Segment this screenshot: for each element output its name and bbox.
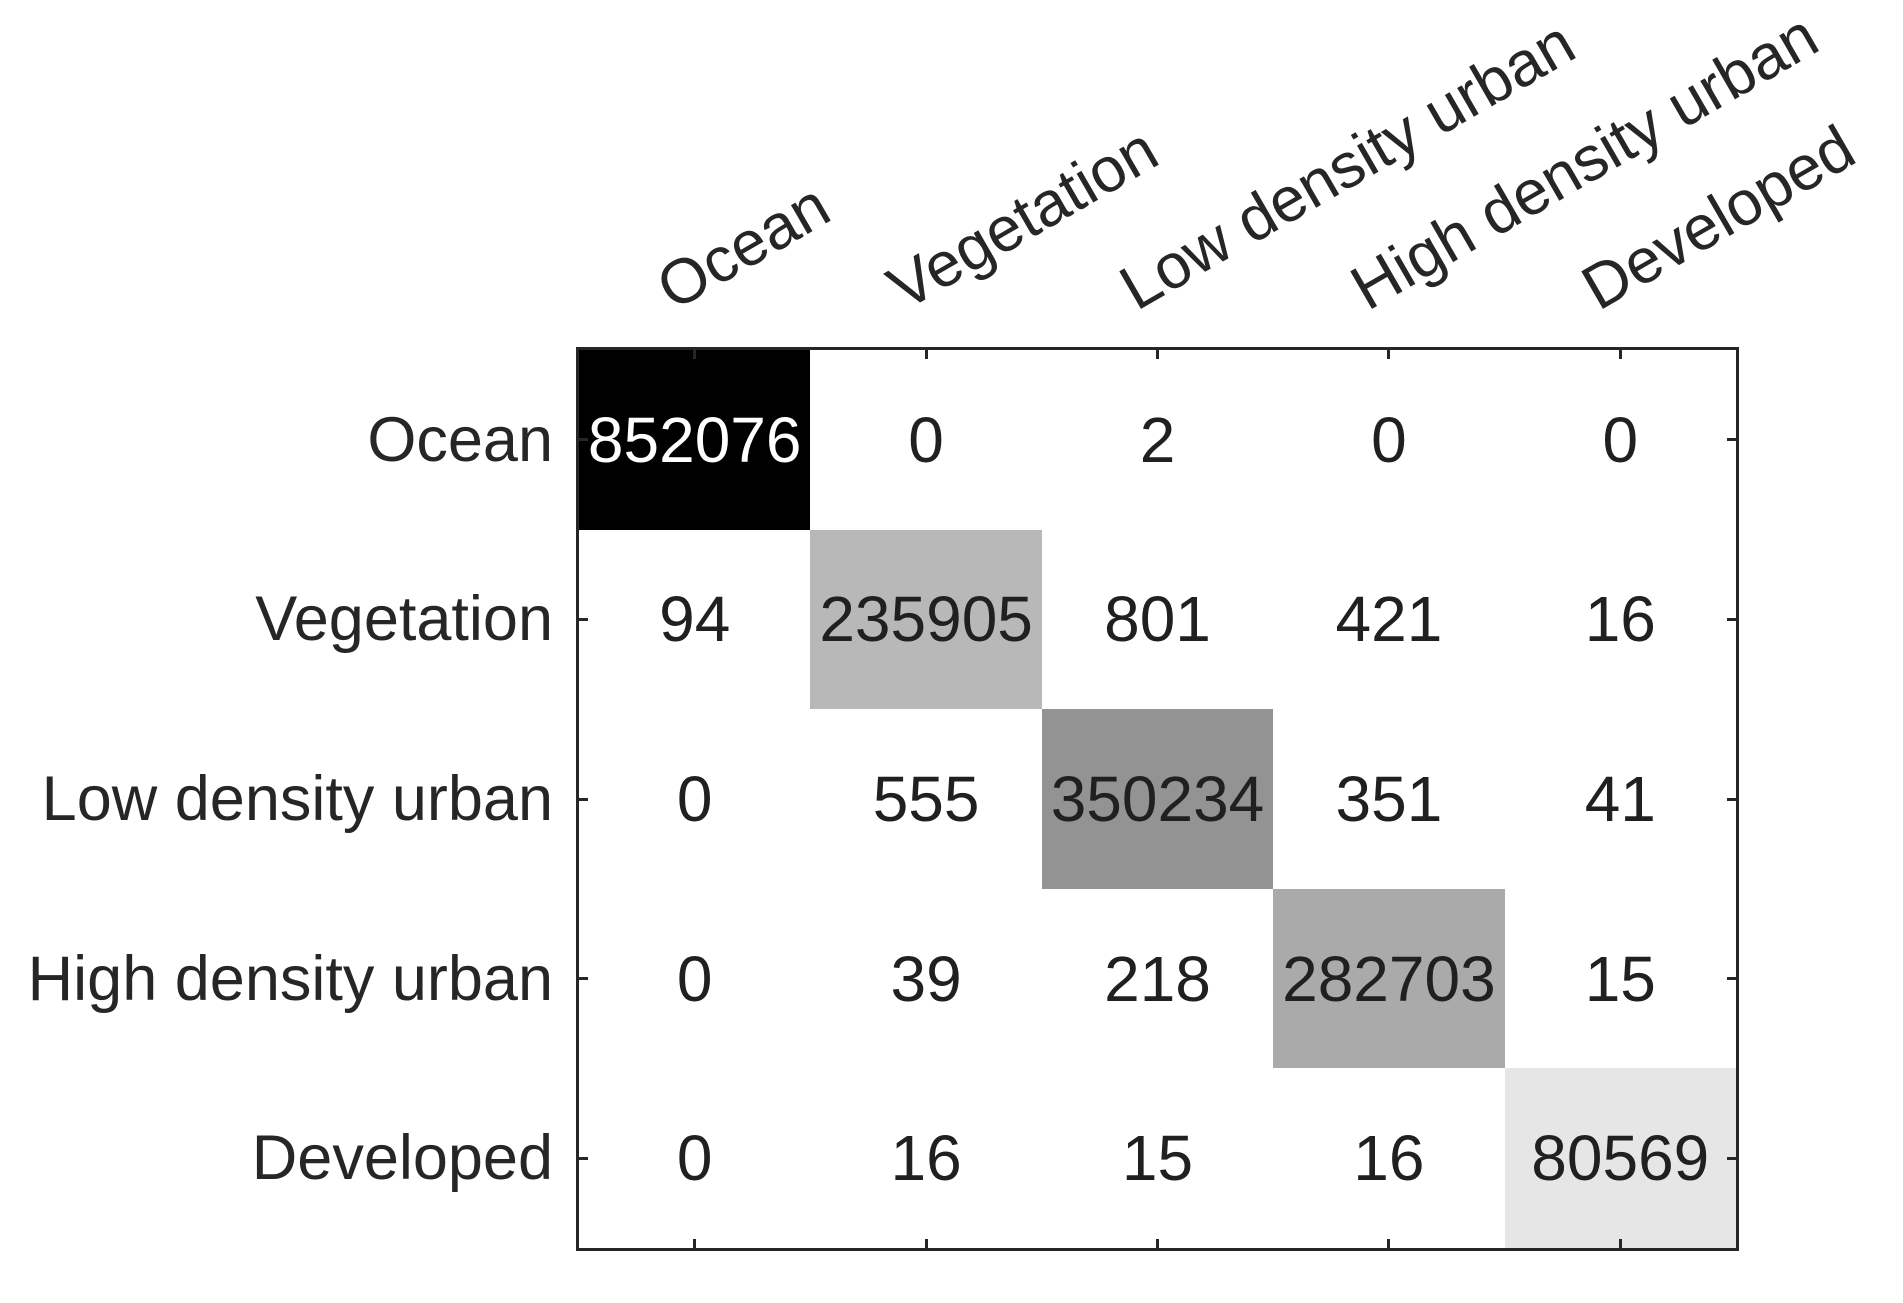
- tick-mark: [1156, 350, 1159, 359]
- tick-mark: [1387, 1239, 1391, 1248]
- matrix-cell: 801: [1041, 529, 1274, 710]
- tick-mark: [1618, 350, 1622, 359]
- matrix-cell-diagonal: 235905: [810, 529, 1042, 710]
- matrix-grid: 852076 0 2 0 0 94 235905 801 421 16 0 555 350234 351 4…: [579, 350, 1736, 1248]
- tick-mark: [1727, 797, 1736, 801]
- matrix-cell: 41: [1504, 709, 1736, 889]
- row-label: Low density urban: [41, 764, 553, 834]
- tick-mark: [1727, 438, 1736, 442]
- matrix-cell-diagonal: 80569: [1504, 1068, 1736, 1248]
- tick-mark: [1156, 1239, 1159, 1248]
- matrix-cell: 555: [810, 709, 1042, 889]
- matrix-cell: 0: [1273, 350, 1505, 530]
- row-label: Developed: [251, 1123, 553, 1194]
- matrix-cell: 39: [810, 888, 1042, 1069]
- matrix-cell: 0: [579, 709, 811, 889]
- tick-mark: [579, 1156, 588, 1160]
- matrix-cell: 94: [579, 529, 811, 710]
- tick-mark: [1618, 1239, 1622, 1248]
- matrix-cell: 16: [1273, 1068, 1505, 1248]
- matrix-cell: 15: [1504, 888, 1736, 1069]
- row-label: Vegetation: [255, 584, 553, 655]
- row-label: Ocean: [367, 404, 553, 475]
- matrix-cell-diagonal: 282703: [1273, 888, 1505, 1069]
- matrix-cell: 16: [810, 1068, 1042, 1248]
- tick-mark: [1387, 350, 1391, 359]
- tick-mark: [579, 617, 588, 621]
- row-label: High density urban: [27, 943, 553, 1014]
- matrix-cell: 15: [1041, 1068, 1274, 1248]
- matrix-cell: 16: [1504, 529, 1736, 710]
- column-label: Ocean: [645, 170, 841, 324]
- tick-mark: [1727, 617, 1736, 621]
- tick-mark: [1727, 1156, 1736, 1160]
- matrix-plot-area: 852076 0 2 0 0 94 235905 801 421 16 0 555 350234 351 4…: [576, 347, 1739, 1251]
- matrix-cell: 351: [1273, 709, 1505, 889]
- tick-mark: [924, 1239, 928, 1248]
- tick-mark: [693, 1239, 697, 1248]
- tick-mark: [1727, 977, 1736, 981]
- matrix-cell: 0: [579, 1068, 811, 1248]
- matrix-cell: 0: [579, 888, 811, 1069]
- tick-mark: [579, 438, 588, 442]
- matrix-cell: 421: [1273, 529, 1505, 710]
- tick-mark: [693, 350, 697, 359]
- tick-mark: [579, 977, 588, 981]
- matrix-cell-diagonal: 350234: [1041, 709, 1274, 889]
- tick-mark: [579, 797, 588, 801]
- matrix-cell: 0: [810, 350, 1042, 530]
- matrix-cell: 0: [1504, 350, 1736, 530]
- matrix-cell: 218: [1041, 888, 1274, 1069]
- matrix-cell-diagonal: 852076: [579, 350, 811, 530]
- tick-mark: [924, 350, 928, 359]
- matrix-cell: 2: [1041, 350, 1274, 530]
